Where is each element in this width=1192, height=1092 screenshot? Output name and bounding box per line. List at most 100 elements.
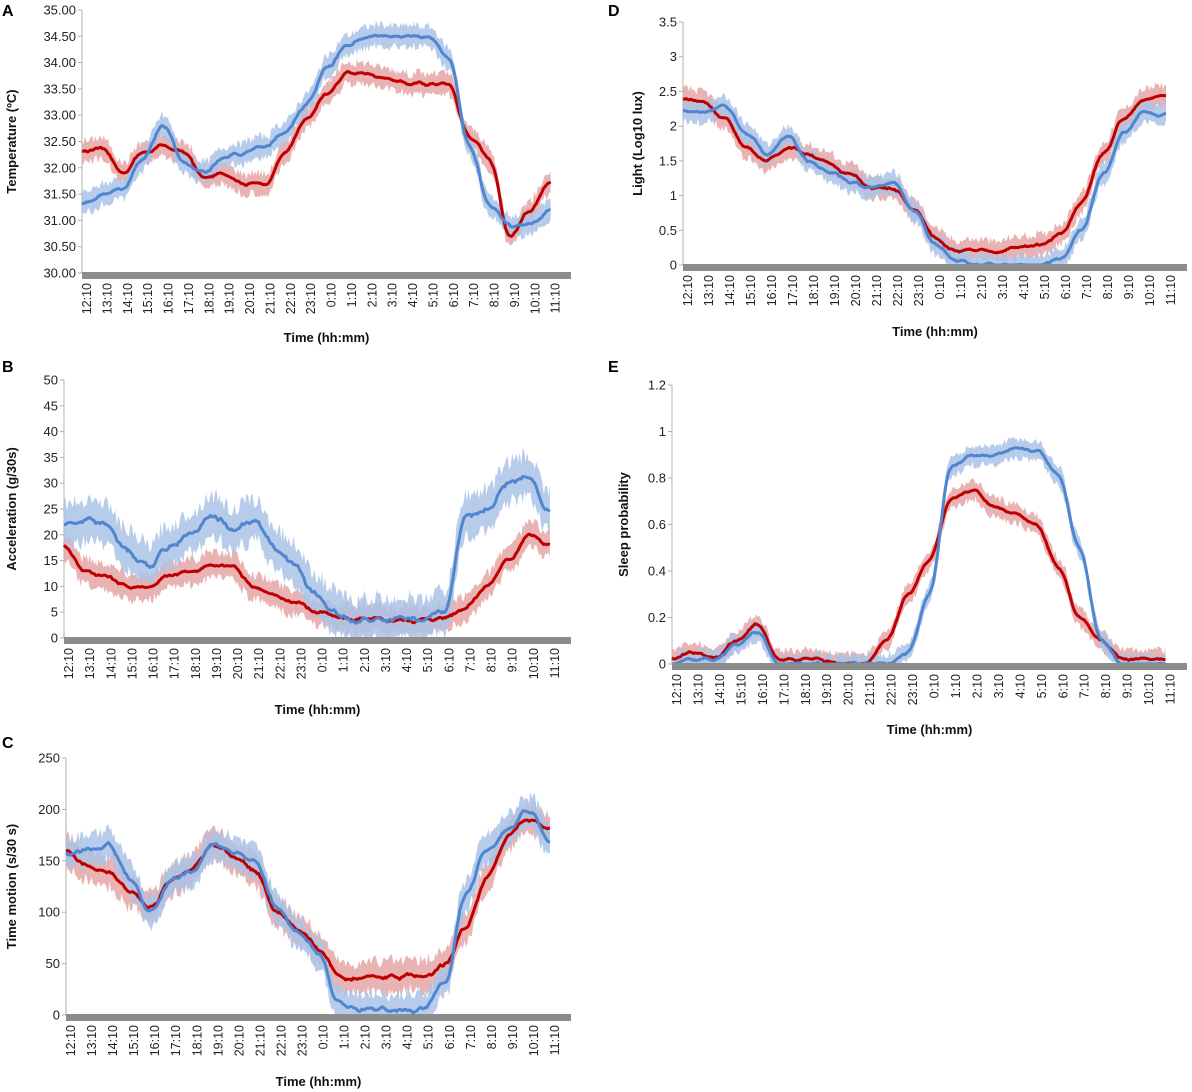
x-tick-label: 17:10 [168, 648, 182, 679]
x-tick-label: 19:10 [828, 275, 842, 306]
panel-letter: A [2, 3, 14, 20]
x-tick-label: 13:10 [85, 1025, 99, 1056]
x-tick-label: 14:10 [106, 1025, 120, 1056]
x-tick-label: 4:10 [400, 648, 414, 672]
x-tick-label: 9:10 [506, 648, 520, 672]
x-tick-label: 1:10 [345, 283, 359, 307]
x-tick-label: 14:10 [121, 283, 135, 314]
x-tick-label: 12:10 [64, 1025, 78, 1056]
x-tick-label: 12:10 [670, 674, 684, 705]
panel-letter: D [608, 3, 620, 20]
x-tick-label: 2:10 [970, 674, 984, 698]
x-tick-label: 22:10 [274, 1025, 288, 1056]
y-tick-label: 0 [51, 631, 58, 646]
y-tick-label: 50 [46, 956, 60, 971]
y-tick-label: 2.5 [659, 84, 677, 99]
x-tick-label: 18:10 [189, 648, 203, 679]
x-tick-label: 10:10 [527, 648, 541, 679]
x-tick-label: 16:10 [147, 648, 161, 679]
x-tick-label: 5:10 [426, 283, 440, 307]
series-line-blue [672, 446, 1166, 666]
panel-e: E 0 0.2 0.4 0.6 0.8 1 1.2 Sleep probability 12:10… [608, 359, 1187, 737]
x-tick-label: 23:10 [906, 674, 920, 705]
x-tick-label: 16:10 [162, 283, 176, 314]
y-tick-label: 0.8 [648, 471, 666, 486]
x-tick-label: 8:10 [1101, 275, 1115, 299]
x-tick-label: 7:10 [467, 283, 481, 307]
x-tick-label: 11:10 [548, 1025, 562, 1055]
x-tick-label: 3:10 [996, 275, 1010, 299]
panel-d: D 0 0.5 1 1.5 2 2.5 3 3.5 Light (Log10 lux) 12:10 1… [608, 3, 1187, 339]
x-tick-label: 17:10 [786, 275, 800, 306]
y-axis-label: Acceleration (g/30s) [4, 447, 19, 571]
y-tick-label: 3.5 [659, 15, 677, 30]
y-tick-label: 0.5 [659, 223, 677, 238]
panel-letter: C [2, 735, 14, 752]
x-axis-label: Time (hh:mm) [276, 1074, 362, 1089]
y-tick-label: 1 [670, 188, 677, 203]
x-tick-label: 8:10 [485, 648, 499, 672]
y-tick-label: 35.00 [43, 3, 76, 18]
x-tick-label: 12:10 [62, 648, 76, 679]
x-tick-label: 2:10 [975, 275, 989, 299]
x-tick-label: 9:10 [508, 283, 522, 307]
x-axis [82, 272, 571, 279]
series-band-blue [64, 449, 550, 638]
x-tick-label: 10:10 [1142, 674, 1156, 705]
x-tick-label: 7:10 [1080, 275, 1094, 299]
x-tick-label: 10:10 [527, 1025, 541, 1056]
x-tick-label: 3:10 [380, 1025, 394, 1049]
series-band-blue [82, 21, 551, 240]
y-tick-label: 1.2 [648, 378, 666, 393]
x-tick-label: 3:10 [386, 283, 400, 307]
x-tick-label: 1:10 [338, 1025, 352, 1049]
x-tick-label: 22:10 [284, 283, 298, 314]
y-tick-label: 2 [670, 119, 677, 134]
x-tick-label: 0:10 [317, 1025, 331, 1049]
x-tick-label: 4:10 [406, 283, 420, 307]
y-tick-label: 40 [44, 424, 58, 439]
x-tick-label: 13:10 [100, 283, 114, 314]
y-tick-label: 200 [38, 802, 60, 817]
x-tick-label: 7:10 [1078, 674, 1092, 698]
y-tick-label: 35 [44, 450, 58, 465]
x-tick-label: 11:10 [1164, 275, 1178, 305]
x-tick-label: 22:10 [891, 275, 905, 306]
y-tick-label: 30.00 [43, 266, 76, 281]
x-tick-label: 19:10 [211, 1025, 225, 1056]
x-tick-label: 15:10 [125, 648, 139, 679]
x-axis [64, 637, 571, 644]
y-tick-label: 31.00 [43, 213, 76, 228]
y-tick-label: 250 [38, 751, 60, 766]
y-tick-label: 33.50 [43, 81, 76, 96]
y-tick-label: 5 [51, 605, 58, 620]
x-tick-label: 15:10 [127, 1025, 141, 1056]
x-tick-label: 5:10 [1038, 275, 1052, 299]
x-tick-label: 20:10 [232, 1025, 246, 1056]
x-axis-label: Time (hh:mm) [284, 330, 370, 345]
x-axis-label: Time (hh:mm) [892, 324, 978, 339]
x-tick-label: 19:10 [210, 648, 224, 679]
x-tick-label: 18:10 [807, 275, 821, 306]
x-tick-label: 9:10 [506, 1025, 520, 1049]
x-tick-label: 6:10 [1056, 674, 1070, 698]
x-axis [672, 663, 1187, 670]
panel-letter: E [608, 359, 619, 376]
x-axis-label: Time (hh:mm) [887, 722, 973, 737]
x-tick-label: 2:10 [358, 648, 372, 672]
x-tick-label: 15:10 [141, 283, 155, 314]
x-tick-label: 6:10 [442, 648, 456, 672]
x-tick-label: 23:10 [295, 1025, 309, 1056]
x-tick-label: 22:10 [273, 648, 287, 679]
x-tick-label: 23:10 [294, 648, 308, 679]
x-tick-label: 4:10 [1013, 674, 1027, 698]
x-tick-label: 1:10 [949, 674, 963, 698]
x-tick-label: 20:10 [231, 648, 245, 679]
x-tick-label: 2:10 [359, 1025, 373, 1049]
x-tick-label: 15:10 [744, 275, 758, 306]
x-tick-label: 8:10 [1099, 674, 1113, 698]
x-axis [683, 264, 1187, 271]
y-tick-label: 34.50 [43, 29, 76, 44]
y-tick-label: 0 [659, 657, 666, 672]
